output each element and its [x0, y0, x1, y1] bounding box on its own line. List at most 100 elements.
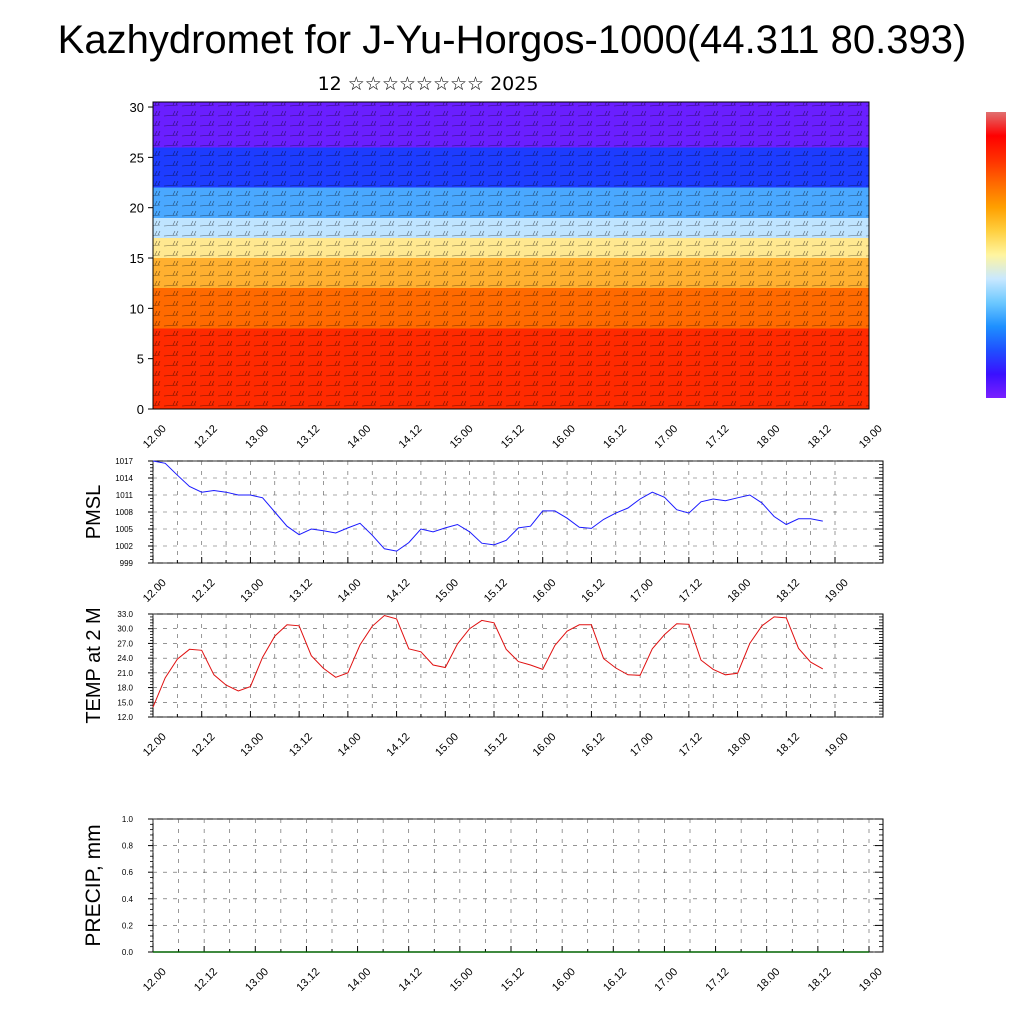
y-tick-label: 12.0: [117, 713, 133, 722]
x-tick-label: 18.12: [806, 966, 834, 994]
y-tick-label: 0.8: [122, 842, 134, 851]
x-tick-label: 12.12: [192, 423, 220, 451]
x-tick-label: 17.00: [652, 423, 680, 451]
x-tick-label: 14.00: [336, 731, 364, 759]
y-tick-label: 24.0: [117, 654, 133, 663]
x-tick-label: 14.00: [336, 577, 364, 605]
x-tick-label: 13.12: [287, 731, 315, 759]
x-tick-label: 18.12: [774, 731, 802, 759]
x-tick-label: 17.12: [703, 966, 731, 994]
x-tick-label: 18.00: [755, 966, 783, 994]
x-tick-label: 15.12: [482, 731, 510, 759]
x-tick-label: 16.00: [550, 423, 578, 451]
x-tick-label: 12.12: [192, 966, 220, 994]
x-tick-label: 12.00: [141, 577, 169, 605]
y-tick-label: 33.0: [117, 610, 133, 619]
y-tick-label: 30: [130, 100, 144, 115]
x-tick-label: 17.00: [652, 966, 680, 994]
y-tick-label: 1002: [115, 542, 133, 551]
y-tick-label: 1.0: [122, 815, 134, 824]
x-tick-label: 12.12: [190, 577, 218, 605]
x-tick-label: 17.12: [703, 423, 731, 451]
x-tick-label: 18.12: [806, 423, 834, 451]
y-tick-label: 0.2: [122, 921, 134, 930]
x-tick-label: 19.00: [823, 731, 851, 759]
x-tick-label: 13.00: [238, 577, 266, 605]
x-tick-label: 15.12: [499, 423, 527, 451]
y-tick-label: 18.0: [117, 684, 133, 693]
colorbar: [986, 112, 1006, 398]
x-tick-label: 15.12: [482, 577, 510, 605]
y-tick-label: 1008: [115, 508, 133, 517]
x-tick-label: 15.00: [433, 577, 461, 605]
x-tick-label: 14.00: [345, 966, 373, 994]
y-tick-label: 21.0: [117, 669, 133, 678]
x-tick-label: 19.00: [823, 577, 851, 605]
x-tick-label: 14.12: [397, 966, 425, 994]
x-tick-label: 17.12: [677, 577, 705, 605]
x-tick-label: 18.00: [725, 577, 753, 605]
series-line: [152, 460, 823, 552]
chart-subtitle: 12 ☆☆☆☆☆☆☆☆ 2025: [317, 73, 539, 95]
y-tick-label: 27.0: [117, 639, 133, 648]
x-tick-label: 14.12: [384, 577, 412, 605]
x-tick-label: 13.12: [294, 423, 322, 451]
x-tick-label: 17.00: [628, 577, 656, 605]
x-tick-label: 16.00: [550, 966, 578, 994]
y-tick-label: 999: [120, 559, 134, 568]
y-tick-label: 20: [130, 201, 144, 216]
plot-frame: [152, 818, 884, 953]
x-tick-label: 13.00: [243, 966, 271, 994]
wind-barbs: [153, 102, 869, 409]
x-tick-label: 13.12: [287, 577, 315, 605]
y-tick-label: 15: [130, 251, 144, 266]
series-line: [152, 614, 824, 708]
y-axis-label: TEMP at 2 M: [83, 607, 105, 723]
y-tick-label: 1011: [116, 491, 134, 500]
heatmap-panel: 0 5 10 15 20 25 30 12.00 12.12 13.00 13.12 14.00 14.…: [130, 100, 885, 451]
x-tick-label: 17.00: [628, 731, 656, 759]
y-tick-label: 0.6: [122, 868, 134, 877]
heatmap-frame: [152, 101, 870, 410]
x-tick-label: 16.00: [531, 731, 559, 759]
y-tick-label: 15.0: [117, 698, 133, 707]
x-tick-label: 18.00: [725, 731, 753, 759]
x-tick-label: 12.12: [190, 731, 218, 759]
y-tick-label: 0.0: [122, 948, 134, 957]
x-tick-label: 18.00: [755, 423, 783, 451]
x-tick-label: 13.00: [238, 731, 266, 759]
x-tick-label: 15.12: [499, 966, 527, 994]
x-tick-label: 16.00: [531, 577, 559, 605]
x-tick-label: 15.00: [433, 731, 461, 759]
x-tick-label: 18.12: [774, 577, 802, 605]
y-tick-label: 1017: [115, 457, 133, 466]
x-tick-label: 14.12: [384, 731, 412, 759]
pmsl-panel: 999 1002 1005 1008 1011 1014 1017 PMSL 12.00 12.1…: [83, 457, 884, 605]
x-tick-label: 19.00: [857, 423, 885, 451]
x-tick-label: 16.12: [601, 966, 629, 994]
y-tick-label: 1005: [115, 525, 133, 534]
x-tick-label: 12.00: [141, 423, 169, 451]
y-tick-label: 0.4: [122, 895, 134, 904]
x-tick-label: 17.12: [677, 731, 705, 759]
x-tick-label: 13.12: [294, 966, 322, 994]
temp-panel: 12.0 15.0 18.0 21.0 24.0 27.0 30.0 33.0 TEMP at …: [83, 607, 884, 759]
x-tick-label: 16.12: [579, 731, 607, 759]
y-tick-label: 10: [130, 301, 144, 316]
x-tick-label: 14.12: [397, 423, 425, 451]
x-tick-label: 16.12: [601, 423, 629, 451]
x-tick-label: 12.00: [141, 966, 169, 994]
y-tick-label: 1014: [115, 474, 133, 483]
x-tick-label: 12.00: [141, 731, 169, 759]
y-tick-label: 0: [137, 402, 144, 417]
x-tick-label: 13.00: [243, 423, 271, 451]
x-tick-label: 16.12: [579, 577, 607, 605]
y-tick-label: 30.0: [117, 625, 133, 634]
y-axis-label: PRECIP, mm: [82, 824, 105, 946]
x-tick-label: 19.00: [857, 966, 885, 994]
precip-panel: 0.0 0.2 0.4 0.6 0.8 1.0 PRECIP, mm 12.00 12.12 13…: [82, 815, 885, 994]
x-tick-label: 15.00: [448, 423, 476, 451]
chart-title: Kazhydromet for J-Yu-Horgos-1000(44.311 …: [57, 18, 967, 62]
x-tick-label: 14.00: [345, 423, 373, 451]
